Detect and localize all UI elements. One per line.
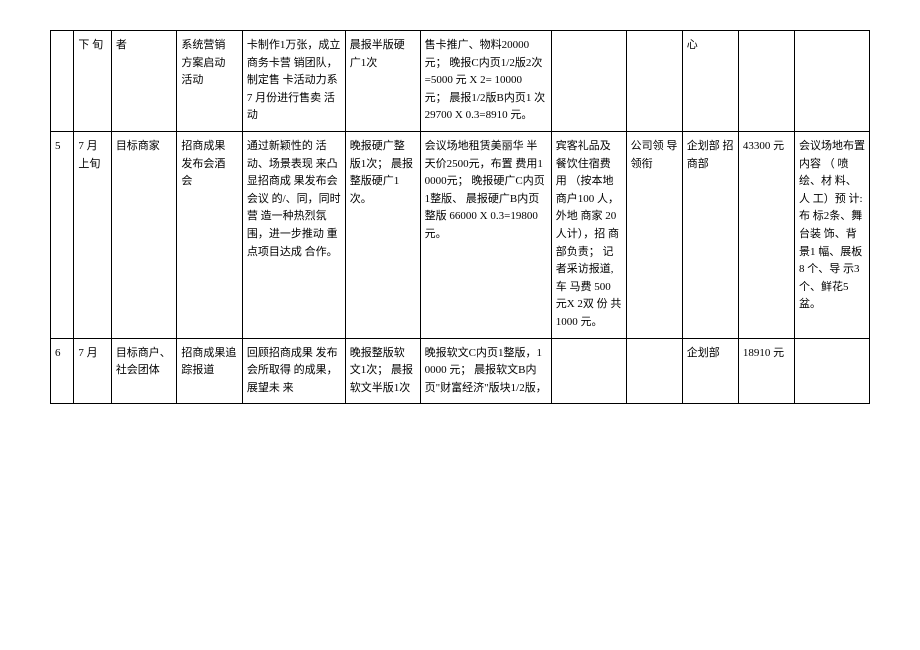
table-row: 下 旬 者 系统营销 方案启动 活动 卡制作1万张，成立商务卡营 销团队，制定售… <box>51 31 870 132</box>
cell-ext3: 企划部 招商部 <box>682 131 738 338</box>
cell-note <box>795 338 870 404</box>
cell-target: 目标商户、社会团体 <box>111 338 177 404</box>
cell-media: 晚报硬广整版1次； 晨报整版硬广1次。 <box>345 131 420 338</box>
cell-ext2: 公司领 导领衔 <box>626 131 682 338</box>
cell-amount: 43300 元 <box>738 131 794 338</box>
cell-time: 7 月 上旬 <box>74 131 111 338</box>
cell-idx: 6 <box>51 338 74 404</box>
cell-ext2 <box>626 31 682 132</box>
cell-cost: 晚报软文C内页1整版，10000 元； 晨报软文B内页"财富经济"版块1/2版， <box>420 338 551 404</box>
cell-time: 下 旬 <box>74 31 111 132</box>
cell-media: 晨报半版硬 广1次 <box>345 31 420 132</box>
cell-ext1: 宾客礼品及餐饮住宿费用 （按本地商户100 人，外地 商家 20 人计），招 商… <box>551 131 626 338</box>
cell-amount <box>738 31 794 132</box>
table-row: 6 7 月 目标商户、社会团体 招商成果追踪报道 回顾招商成果 发布会所取得 的… <box>51 338 870 404</box>
cell-ext3: 心 <box>682 31 738 132</box>
cell-activity: 系统营销 方案启动 活动 <box>177 31 243 132</box>
schedule-table: 下 旬 者 系统营销 方案启动 活动 卡制作1万张，成立商务卡营 销团队，制定售… <box>50 30 870 404</box>
cell-ext1 <box>551 31 626 132</box>
cell-note: 会议场地布置内容 （ 喷绘、材 料、人 工）预 计: 布 标2条、舞台装 饰、背… <box>795 131 870 338</box>
cell-amount: 18910 元 <box>738 338 794 404</box>
cell-description: 回顾招商成果 发布会所取得 的成果，展望未 来 <box>242 338 345 404</box>
cell-idx: 5 <box>51 131 74 338</box>
cell-description: 卡制作1万张，成立商务卡营 销团队，制定售 卡活动力系 7 月份进行售卖 活动 <box>242 31 345 132</box>
cell-ext3: 企划部 <box>682 338 738 404</box>
cell-activity: 招商成果追踪报道 <box>177 338 243 404</box>
cell-activity: 招商成果 发布会酒 会 <box>177 131 243 338</box>
cell-media: 晚报整版软文1次； 晨报软文半版1次 <box>345 338 420 404</box>
cell-time: 7 月 <box>74 338 111 404</box>
table-row: 5 7 月 上旬 目标商家 招商成果 发布会酒 会 通过新颖性的 活动、场景表现… <box>51 131 870 338</box>
cell-target: 者 <box>111 31 177 132</box>
cell-ext1 <box>551 338 626 404</box>
cell-ext2 <box>626 338 682 404</box>
cell-target: 目标商家 <box>111 131 177 338</box>
cell-idx <box>51 31 74 132</box>
cell-cost: 售卡推广、物料20000元； 晚报C内页1/2版2次 =5000 元 X 2= … <box>420 31 551 132</box>
cell-cost: 会议场地租赁美丽华 半天价2500元，布置 费用10000元； 晚报硬广C内页1… <box>420 131 551 338</box>
cell-description: 通过新颖性的 活动、场景表现 来凸显招商成 果发布会会议 的/、同，同时营 造一… <box>242 131 345 338</box>
cell-note <box>795 31 870 132</box>
